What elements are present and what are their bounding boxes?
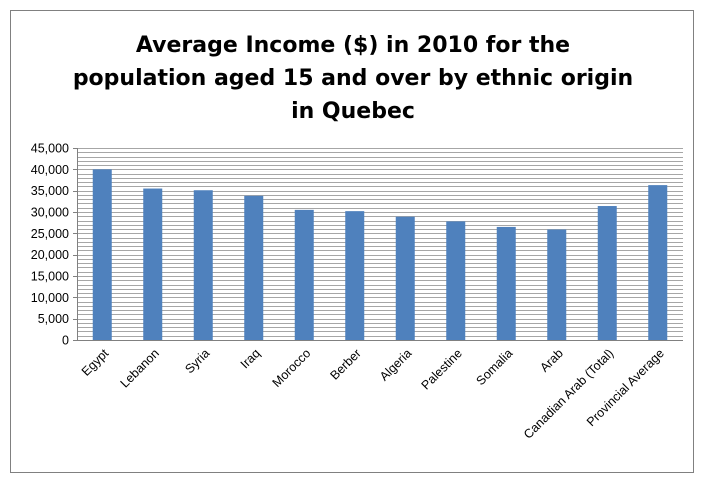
bar-lebanon <box>143 188 163 340</box>
chart-title: Average Income ($) in 2010 for the popul… <box>73 33 633 124</box>
x-tick-label: Lebanon <box>118 346 162 390</box>
bar-canadian-arab-total <box>597 206 617 340</box>
x-axis-tick-labels: Egypt Lebanon Syria Iraq Morocco Berber Algeri… <box>79 346 667 442</box>
bar-berber <box>345 211 365 340</box>
bar-arab <box>547 229 567 340</box>
y-tick-label: 45,000 <box>31 142 69 156</box>
x-tick-label: Morocco <box>270 346 314 390</box>
y-tick-label: 5,000 <box>38 312 69 326</box>
x-tick-label: Egypt <box>79 346 112 379</box>
y-tick-label: 0 <box>62 334 69 348</box>
plot-axes <box>73 148 683 341</box>
bar-iraq <box>244 195 264 340</box>
x-tick-label: Iraq <box>238 346 263 371</box>
chart-title-line-2: population aged 15 and over by ethnic or… <box>73 66 633 91</box>
bar-egypt <box>92 169 112 340</box>
bar-morocco <box>294 209 314 340</box>
x-tick-label: Palestine <box>419 346 465 392</box>
y-tick-label: 25,000 <box>31 227 69 241</box>
y-tick-label: 20,000 <box>31 248 69 262</box>
bar-syria <box>193 190 213 340</box>
y-tick-label: 15,000 <box>31 270 69 284</box>
bar-somalia <box>496 226 516 340</box>
x-tick-label: Arab <box>537 346 566 375</box>
bar-palestine <box>446 221 466 340</box>
y-tick-label: 30,000 <box>31 206 69 220</box>
x-tick-label: Somalia <box>474 346 516 388</box>
plot-gridlines <box>77 148 683 337</box>
plot-bars <box>92 169 668 340</box>
bar-algeria <box>395 216 415 340</box>
x-tick-label: Berber <box>327 346 363 382</box>
y-tick-label: 40,000 <box>31 163 69 177</box>
x-tick-label: Syria <box>182 346 212 376</box>
y-tick-label: 35,000 <box>31 184 69 198</box>
y-axis-tick-labels: 0 5,000 10,000 15,000 20,000 25,000 30,000 35,0… <box>31 142 69 348</box>
chart-title-line-3: in Quebec <box>291 99 415 124</box>
y-tick-label: 10,000 <box>31 291 69 305</box>
chart-title-line-1: Average Income ($) in 2010 for the <box>136 33 570 58</box>
x-tick-label: Algeria <box>377 346 414 383</box>
x-tick-label: Canadian Arab (Total) <box>521 346 616 441</box>
bar-provincial-average <box>648 185 668 340</box>
